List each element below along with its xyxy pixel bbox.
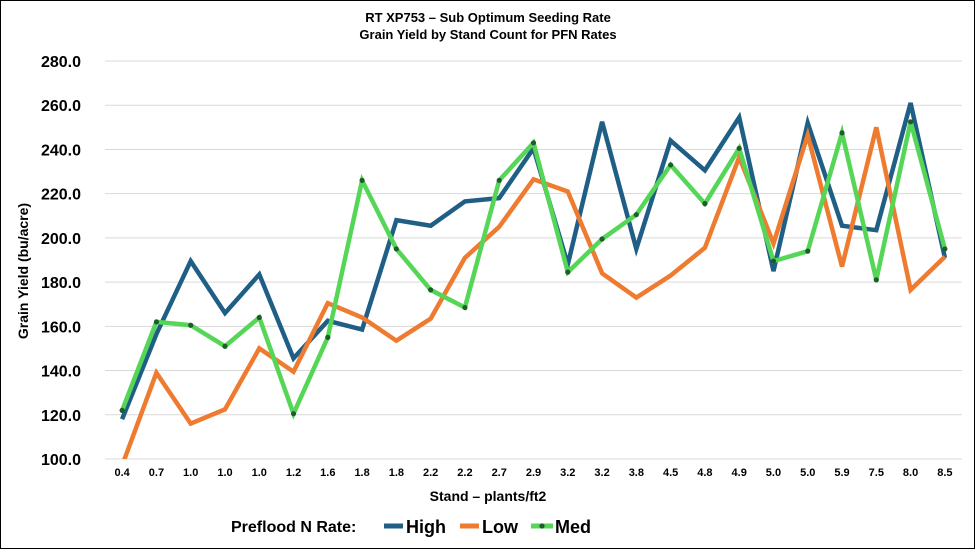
chart-title: RT XP753 – Sub Optimum Seeding Rate (365, 10, 611, 25)
data-point-med (256, 314, 262, 321)
data-point-med (359, 177, 365, 183)
y-tick-label: 240.0 (41, 142, 81, 159)
y-tick-label: 220.0 (41, 187, 81, 204)
x-axis-ticks: 0.4 0.7 1.0 1.0 1.0 1.2 1.6 1.8 1.8 2.2 2.2 2.7 2.9 3… (114, 467, 952, 479)
x-tick-label: 0.7 (149, 467, 164, 479)
y-tick-label: 280.0 (41, 54, 81, 71)
x-tick-label: 3.2 (560, 467, 575, 479)
x-tick-label: 5.0 (800, 467, 815, 479)
data-point-med (907, 119, 914, 125)
data-point-med (428, 287, 434, 293)
data-point-med (462, 304, 468, 311)
x-tick-label: 4.8 (697, 467, 712, 479)
data-point-med (325, 334, 331, 340)
legend-label-low: Low (482, 517, 519, 537)
y-tick-label: 200.0 (41, 231, 81, 248)
x-tick-label: 3.2 (594, 467, 609, 479)
legend-label-high: High (406, 517, 446, 537)
x-tick-label: 0.4 (114, 467, 130, 479)
y-tick-label: 120.0 (41, 408, 81, 425)
x-tick-label: 5.9 (834, 467, 849, 479)
data-point-med (153, 319, 160, 325)
x-tick-label: 1.2 (286, 467, 301, 479)
x-tick-label: 1.0 (217, 467, 232, 479)
x-tick-label: 5.0 (766, 467, 781, 479)
series-med (119, 119, 948, 420)
x-tick-label: 8.0 (903, 467, 918, 479)
x-tick-label: 4.5 (663, 467, 678, 479)
x-tick-label: 8.5 (937, 467, 952, 479)
data-point-med (290, 411, 297, 417)
legend-label-med: Med (555, 517, 591, 537)
x-tick-label: 7.5 (869, 467, 884, 479)
y-tick-label: 260.0 (41, 98, 81, 115)
data-point-med (188, 322, 194, 328)
data-point-med (839, 130, 845, 136)
data-point-med (222, 343, 228, 349)
x-tick-label: 1.8 (389, 467, 404, 479)
data-point-med (496, 177, 502, 183)
data-point-med (393, 246, 399, 252)
x-tick-label: 3.8 (629, 467, 644, 479)
x-tick-label: 4.9 (732, 467, 747, 479)
x-axis-title: Stand – plants/ft2 (430, 488, 547, 504)
data-point-med (873, 277, 879, 283)
plot-area (119, 102, 948, 459)
data-point-med (770, 258, 777, 264)
data-point-med (668, 162, 674, 168)
legend: Preflood N Rate: High Low Med (231, 517, 591, 537)
x-tick-label: 1.8 (354, 467, 369, 479)
y-tick-label: 180.0 (41, 275, 81, 292)
series-low (122, 126, 947, 459)
y-tick-label: 160.0 (41, 319, 81, 336)
y-axis-title: Grain Yield (bu/acre) (15, 203, 31, 339)
x-tick-label: 2.2 (423, 467, 438, 479)
data-point-med (702, 201, 708, 207)
data-point-med (599, 236, 605, 242)
x-tick-label: 1.0 (252, 467, 267, 479)
data-point-med (565, 269, 571, 275)
x-tick-label: 1.0 (183, 467, 198, 479)
x-tick-label: 1.6 (320, 467, 335, 479)
x-tick-label: 2.7 (492, 467, 507, 479)
legend-title: Preflood N Rate: (231, 519, 356, 536)
chart-subtitle: Grain Yield by Stand Count for PFN Rates (359, 27, 616, 42)
y-tick-label: 140.0 (41, 364, 81, 381)
series-line-low (122, 126, 947, 459)
legend-marker-med (539, 523, 545, 529)
data-point-med (736, 145, 742, 151)
data-point-med (530, 140, 537, 146)
data-point-med (633, 212, 639, 218)
x-tick-label: 2.2 (457, 467, 472, 479)
y-tick-label: 100.0 (41, 452, 81, 469)
y-axis-ticks: 100.0 120.0 140.0 160.0 180.0 200.0 220.0 240.0… (41, 54, 81, 469)
x-tick-label: 2.9 (526, 467, 541, 479)
data-point-med (805, 248, 811, 254)
gridlines (105, 60, 962, 460)
data-point-med (119, 407, 125, 413)
data-point-med (942, 246, 948, 252)
